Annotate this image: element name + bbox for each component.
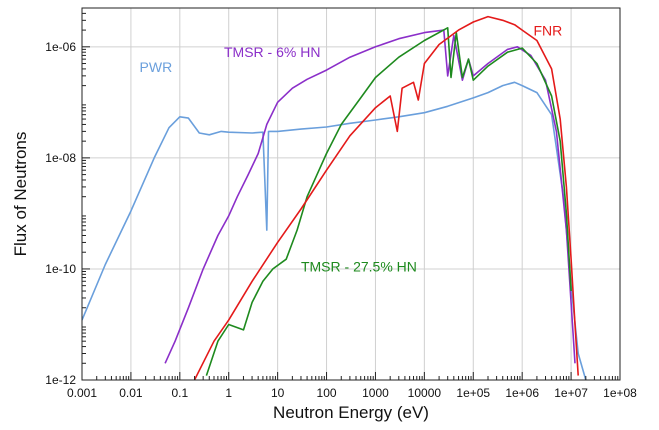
series-line-tmsr-6-hn xyxy=(164,29,576,364)
x-tick-label: 1e+06 xyxy=(505,386,539,400)
series-layer xyxy=(82,15,587,380)
series-line-pwr xyxy=(82,81,587,380)
x-axis-title: Neutron Energy (eV) xyxy=(273,403,429,422)
x-axis-ticks: 0.001 0.01 0.1 1 10 100 1000 10000 1e+05 1e+06 1e+… xyxy=(67,372,637,400)
series-labels: PWR TMSR - 6% HN TMSR - 27.5% HN FNR xyxy=(140,22,563,274)
series-label-tmsr-6-hn: TMSR - 6% HN xyxy=(224,44,320,60)
y-tick-label: 1e-08 xyxy=(45,151,76,165)
series-label-fnr: FNR xyxy=(533,22,562,38)
plot-frame xyxy=(81,7,621,381)
x-tick-label: 1000 xyxy=(362,386,389,400)
x-tick-label: 0.001 xyxy=(67,386,97,400)
y-axis-ticks: 1e-12 1e-10 1e-08 1e-06 xyxy=(45,7,90,387)
x-tick-label: 1e+05 xyxy=(456,386,490,400)
x-tick-label: 10000 xyxy=(408,386,442,400)
y-axis-title: Flux of Neutrons xyxy=(11,132,30,257)
x-tick-label: 1 xyxy=(225,386,232,400)
x-tick-label: 1e+07 xyxy=(554,386,588,400)
series-line-fnr xyxy=(193,15,579,380)
series-label-tmsr-27-5-hn: TMSR - 27.5% HN xyxy=(301,258,417,274)
grid-lines xyxy=(81,8,621,381)
plot-background xyxy=(82,8,620,380)
x-tick-label: 0.1 xyxy=(171,386,188,400)
y-tick-label: 1e-12 xyxy=(45,373,76,387)
series-line-tmsr-27-5-hn xyxy=(205,27,572,376)
series-label-pwr: PWR xyxy=(140,59,173,75)
x-tick-label: 0.01 xyxy=(119,386,143,400)
y-tick-label: 1e-10 xyxy=(45,262,76,276)
x-tick-label: 10 xyxy=(271,386,285,400)
x-tick-label: 100 xyxy=(317,386,337,400)
y-tick-label: 1e-06 xyxy=(45,40,76,54)
x-tick-label: 1e+08 xyxy=(603,386,637,400)
